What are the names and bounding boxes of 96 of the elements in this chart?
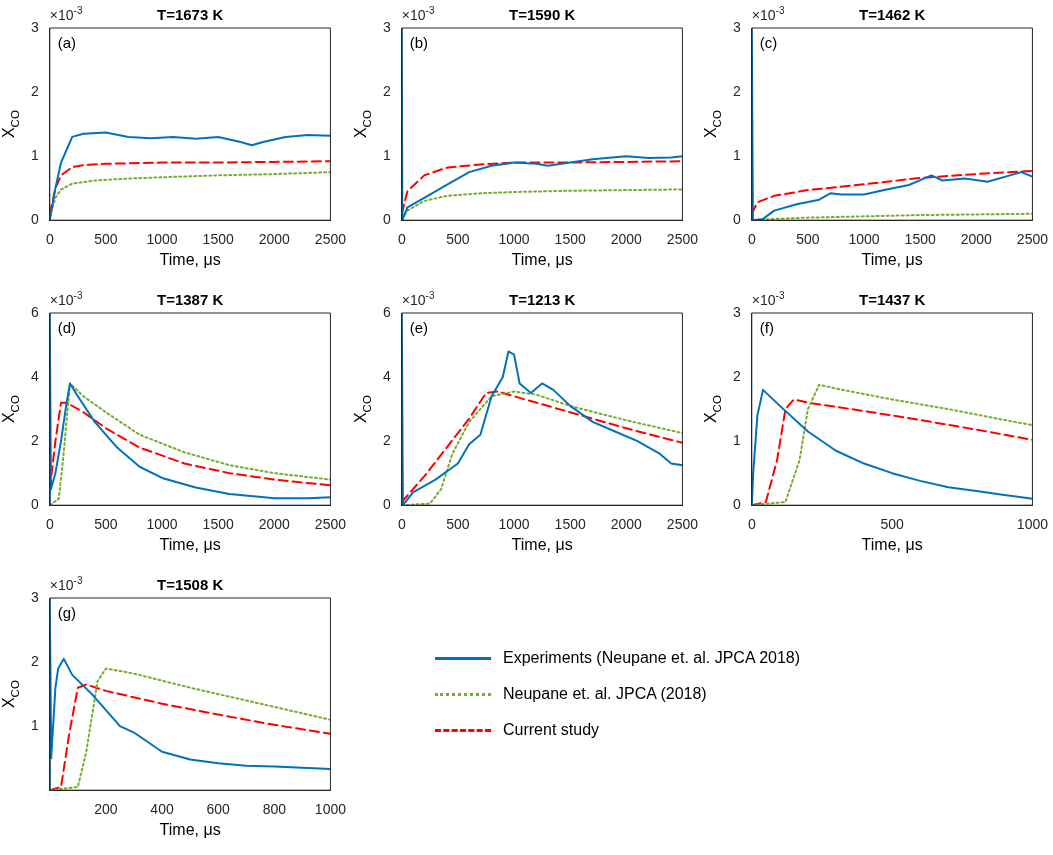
x-tick-label: 2500 bbox=[1016, 231, 1049, 248]
x-tick-label: 1000 bbox=[146, 231, 178, 248]
y-tick-label: 1 bbox=[30, 146, 39, 163]
x-tick-label: 1500 bbox=[904, 231, 936, 248]
y-tick-label: 1 bbox=[30, 716, 39, 733]
y-tick-label: 3 bbox=[732, 303, 741, 320]
y-tick-label: 3 bbox=[30, 588, 39, 605]
annotation: (c) bbox=[759, 34, 778, 52]
y-tick-label: 0 bbox=[30, 211, 39, 228]
y-tick-label: 6 bbox=[382, 303, 391, 320]
y-tick-label: 6 bbox=[30, 303, 39, 320]
legend-label: Neupane et. al. JPCA (2018) bbox=[503, 685, 707, 703]
annotation: (e) bbox=[409, 319, 429, 337]
y-tick-label: 1 bbox=[732, 431, 741, 448]
x-tick-label: 1500 bbox=[554, 231, 586, 248]
y-axis-title: XCO bbox=[0, 395, 21, 424]
y-axis-title: XCO bbox=[352, 395, 373, 424]
x-tick-label: 1500 bbox=[554, 516, 586, 533]
x-tick-label: 1500 bbox=[202, 231, 234, 248]
x-tick-label: 500 bbox=[796, 231, 820, 248]
x-tick-label: 500 bbox=[880, 516, 904, 533]
legend-label: Current study bbox=[503, 721, 600, 739]
x-tick-label: 2000 bbox=[258, 516, 291, 533]
y-tick-label: 2 bbox=[732, 82, 741, 99]
x-axis-title: Time, μs bbox=[511, 250, 573, 268]
y-tick-label: 4 bbox=[382, 367, 391, 384]
x-tick-label: 1000 bbox=[848, 231, 880, 248]
y-tick-label: 2 bbox=[30, 431, 39, 448]
y-tick-label: 0 bbox=[382, 211, 391, 228]
chart-title: T=1462 K bbox=[858, 6, 926, 24]
x-tick-label: 200 bbox=[94, 801, 118, 818]
x-tick-label: 1500 bbox=[202, 516, 234, 533]
x-tick-label: 0 bbox=[747, 231, 756, 248]
annotation: (g) bbox=[57, 604, 77, 622]
x-tick-label: 2500 bbox=[314, 231, 347, 248]
y-tick-label: 0 bbox=[30, 496, 39, 513]
y-tick-label: 3 bbox=[732, 18, 741, 35]
x-tick-label: 2000 bbox=[258, 231, 291, 248]
y-axis-title: XCO bbox=[702, 110, 723, 139]
x-tick-label: 800 bbox=[262, 801, 287, 818]
x-tick-label: 2000 bbox=[610, 231, 643, 248]
x-tick-label: 0 bbox=[397, 231, 406, 248]
chart-title: T=1673 K bbox=[156, 6, 224, 24]
x-axis-title: Time, μs bbox=[159, 820, 221, 838]
y-tick-label: 0 bbox=[732, 211, 741, 228]
x-tick-label: 2500 bbox=[314, 516, 347, 533]
x-tick-label: 500 bbox=[446, 516, 470, 533]
x-tick-label: 500 bbox=[94, 516, 118, 533]
y-tick-label: 2 bbox=[382, 431, 391, 448]
chart-title: T=1213 K bbox=[508, 291, 576, 309]
y-tick-label: 3 bbox=[30, 18, 39, 35]
y-tick-label: 3 bbox=[382, 18, 391, 35]
y-tick-label: 2 bbox=[382, 82, 391, 99]
x-tick-label: 1000 bbox=[498, 516, 530, 533]
x-tick-label: 0 bbox=[45, 516, 54, 533]
y-tick-label: 0 bbox=[382, 496, 391, 513]
y-axis-title: XCO bbox=[352, 110, 373, 139]
x-tick-label: 1000 bbox=[498, 231, 530, 248]
x-tick-label: 500 bbox=[94, 231, 118, 248]
annotation: (d) bbox=[57, 319, 77, 337]
x-tick-label: 2500 bbox=[666, 516, 699, 533]
x-tick-label: 0 bbox=[397, 516, 406, 533]
annotation: (b) bbox=[409, 34, 429, 52]
x-axis-title: Time, μs bbox=[511, 535, 573, 553]
chart-title: T=1437 K bbox=[858, 291, 926, 309]
x-axis-title: Time, μs bbox=[861, 250, 923, 268]
x-tick-label: 1000 bbox=[146, 516, 178, 533]
y-tick-label: 4 bbox=[30, 367, 39, 384]
y-tick-label: 2 bbox=[30, 652, 39, 669]
y-axis-title: XCO bbox=[702, 395, 723, 424]
chart-title: T=1590 K bbox=[508, 6, 576, 24]
x-tick-label: 0 bbox=[747, 516, 756, 533]
x-axis-title: Time, μs bbox=[159, 535, 221, 553]
x-axis-title: Time, μs bbox=[159, 250, 221, 268]
x-tick-label: 2000 bbox=[610, 516, 643, 533]
chart-title: T=1387 K bbox=[156, 291, 224, 309]
x-tick-label: 1000 bbox=[314, 801, 347, 818]
legend-label: Experiments (Neupane et. al. JPCA 2018) bbox=[503, 649, 801, 667]
y-tick-label: 1 bbox=[732, 146, 741, 163]
annotation: (f) bbox=[759, 319, 774, 337]
chart-title: T=1508 K bbox=[156, 576, 224, 594]
y-axis-title: XCO bbox=[0, 680, 21, 709]
y-tick-label: 2 bbox=[30, 82, 39, 99]
x-tick-label: 2000 bbox=[960, 231, 993, 248]
x-tick-label: 600 bbox=[206, 801, 231, 818]
x-tick-label: 400 bbox=[150, 801, 174, 818]
x-tick-label: 500 bbox=[446, 231, 470, 248]
x-tick-label: 1000 bbox=[1016, 516, 1049, 533]
x-tick-label: 2500 bbox=[666, 231, 699, 248]
y-tick-label: 1 bbox=[382, 146, 391, 163]
y-axis-title: XCO bbox=[0, 110, 21, 139]
x-axis-title: Time, μs bbox=[861, 535, 923, 553]
y-tick-label: 2 bbox=[732, 367, 741, 384]
annotation: (a) bbox=[57, 34, 77, 52]
y-tick-label: 0 bbox=[732, 496, 741, 513]
x-tick-label: 0 bbox=[45, 231, 54, 248]
